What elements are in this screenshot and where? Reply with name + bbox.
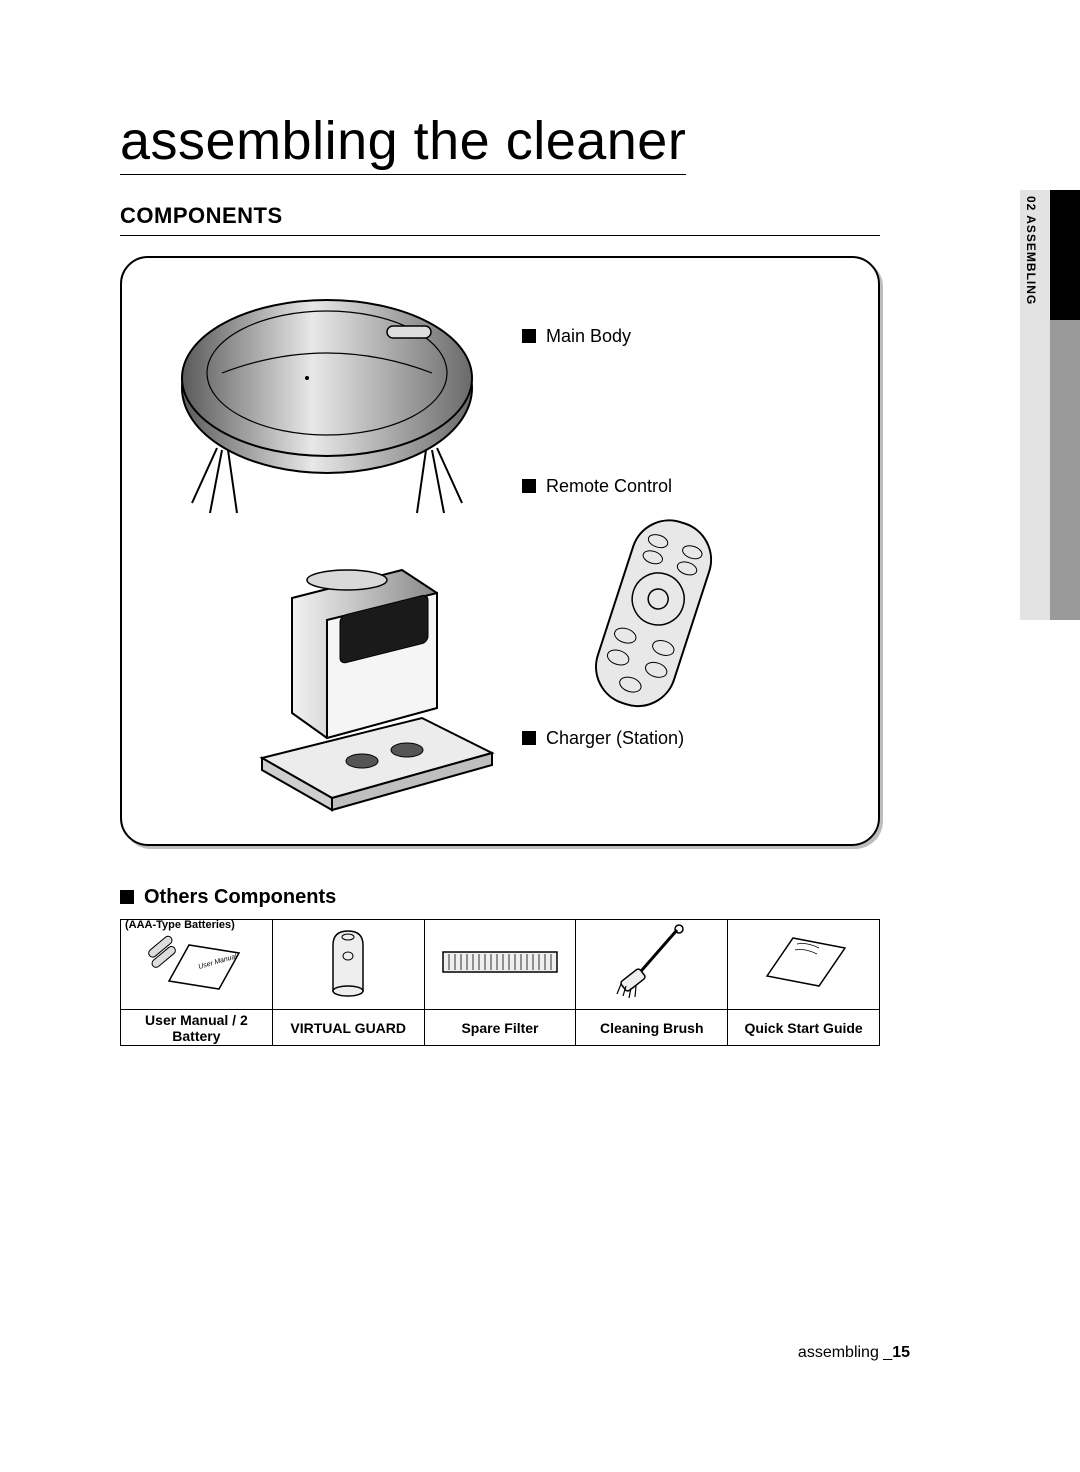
user-manual-icon: User Manual	[141, 927, 251, 997]
battery-type-note: (AAA-Type Batteries)	[125, 919, 235, 931]
others-components-label: Others Components	[144, 886, 336, 908]
side-tab-label: 02 ASSEMBLING	[1024, 196, 1038, 305]
spare-filter-icon	[435, 942, 565, 982]
label-cleaning-brush: Cleaning Brush	[576, 1010, 728, 1046]
callout-remote-control-label: Remote Control	[546, 476, 672, 496]
callout-remote-control: Remote Control	[522, 476, 672, 497]
main-body-illustration	[162, 278, 492, 538]
components-figure: Main Body Remote Control Charger (Statio…	[120, 256, 880, 846]
virtual-guard-icon	[313, 923, 383, 1001]
cell-quick-start-image	[728, 920, 880, 1010]
page-title: assembling the cleaner	[120, 110, 686, 175]
footer-text: assembling _	[798, 1344, 892, 1361]
charger-station-illustration	[252, 558, 502, 818]
cleaning-brush-icon	[607, 922, 697, 1002]
callout-charger-station: Charger (Station)	[522, 728, 684, 749]
others-components-heading: Others Components	[120, 886, 960, 909]
label-user-manual: User Manual / 2 Battery	[121, 1010, 273, 1046]
callout-main-body: Main Body	[522, 326, 631, 347]
cell-user-manual-image: (AAA-Type Batteries) User Manual	[121, 920, 273, 1010]
cell-cleaning-brush-image	[576, 920, 728, 1010]
callout-charger-station-label: Charger (Station)	[546, 728, 684, 748]
others-components-table: (AAA-Type Batteries) User Manual	[120, 919, 880, 1046]
page-footer: assembling _15	[798, 1344, 910, 1362]
remote-control-illustration	[562, 508, 742, 728]
label-spare-filter: Spare Filter	[424, 1010, 576, 1046]
quick-start-guide-icon	[749, 926, 859, 998]
side-tab-black-marker	[1050, 190, 1080, 320]
label-virtual-guard: VIRTUAL GUARD	[272, 1010, 424, 1046]
callout-main-body-label: Main Body	[546, 326, 631, 346]
cell-virtual-guard-image	[272, 920, 424, 1010]
section-heading-components: COMPONENTS	[120, 203, 880, 236]
section-side-tab: 02 ASSEMBLING	[1020, 190, 1080, 620]
cell-spare-filter-image	[424, 920, 576, 1010]
label-quick-start-guide: Quick Start Guide	[728, 1010, 880, 1046]
footer-page-number: 15	[892, 1344, 910, 1361]
